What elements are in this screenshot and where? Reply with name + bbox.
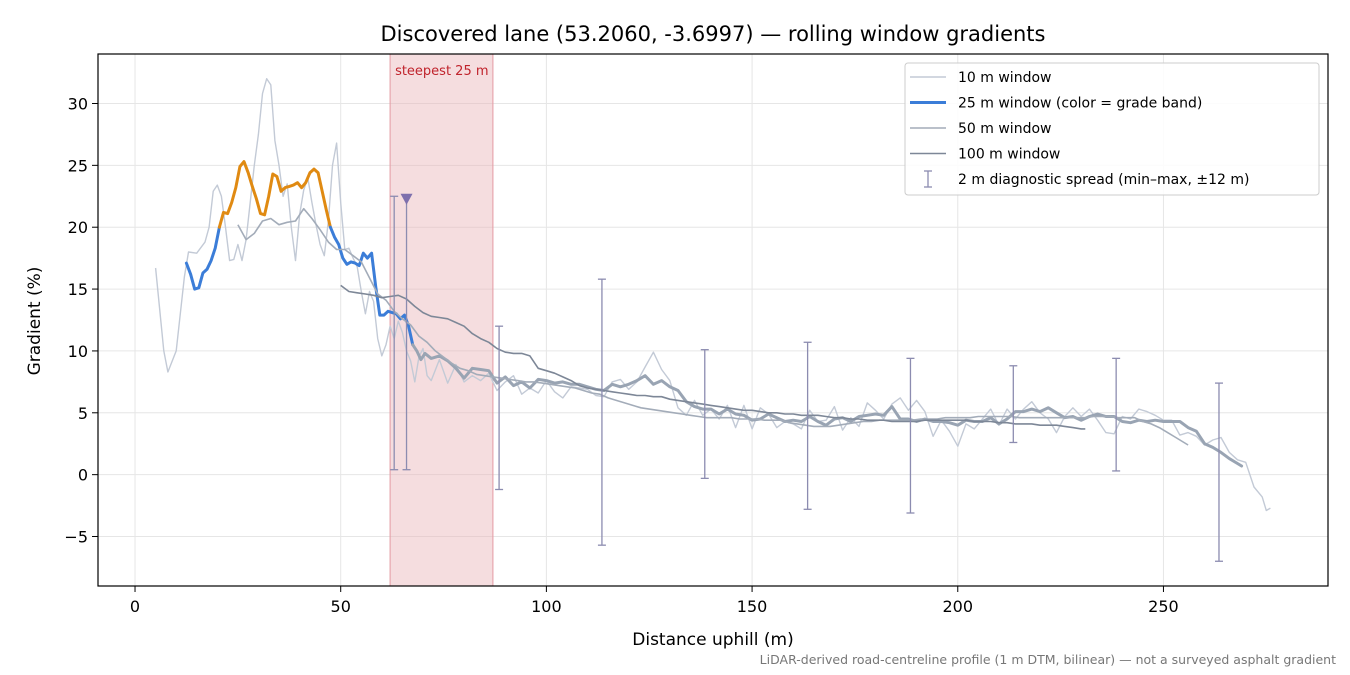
x-tick-label: 250: [1148, 597, 1179, 616]
legend-box: [904, 62, 1320, 196]
series-line-3: [340, 284, 1086, 430]
y-tick-label: −5: [64, 528, 88, 547]
steepest-window-label: steepest 25 m: [395, 64, 488, 79]
legend-entry-label: 2 m diagnostic spread (min–max, ±12 m): [958, 172, 1249, 188]
series-25m-band-line: [411, 343, 1244, 468]
y-axis-label: Gradient (%): [25, 267, 45, 376]
y-tick-label: 5: [78, 404, 88, 423]
y-tick-label: 30: [68, 94, 88, 113]
x-tick-label: 50: [331, 597, 351, 616]
legend-entry-label: 10 m window: [958, 70, 1051, 86]
y-tick-label: 15: [68, 280, 88, 299]
chart-title: Discovered lane (53.2060, -3.6997) — rol…: [381, 22, 1046, 46]
legend-entry-label: 50 m window: [958, 121, 1051, 137]
x-axis-label: Distance uphill (m): [632, 630, 793, 650]
y-tick-label: 20: [68, 218, 88, 237]
x-tick-label: 100: [531, 597, 562, 616]
legend: 10 m window 25 m window (color = grade ba…: [904, 62, 1320, 196]
y-tick-label: 10: [68, 342, 88, 361]
steepest-marker: [400, 193, 413, 205]
x-tick-label: 150: [737, 597, 768, 616]
series-25m-band-line: [217, 160, 332, 229]
y-tick-label: 25: [68, 156, 88, 175]
x-tick-label: 0: [130, 597, 140, 616]
x-tick-label: 200: [942, 597, 973, 616]
series-group: [154, 78, 1271, 562]
legend-entry-label: 25 m window (color = grade band): [958, 96, 1202, 112]
axes-frame: [97, 53, 1329, 587]
footnote: LiDAR-derived road-centreline profile (1…: [760, 652, 1336, 667]
series-25m-band-line: [184, 225, 221, 291]
y-tick-label: 0: [78, 466, 88, 485]
series-line-2: [237, 207, 1189, 446]
series-25m-band-line: [328, 225, 415, 347]
legend-entry-label: 100 m window: [958, 147, 1060, 163]
